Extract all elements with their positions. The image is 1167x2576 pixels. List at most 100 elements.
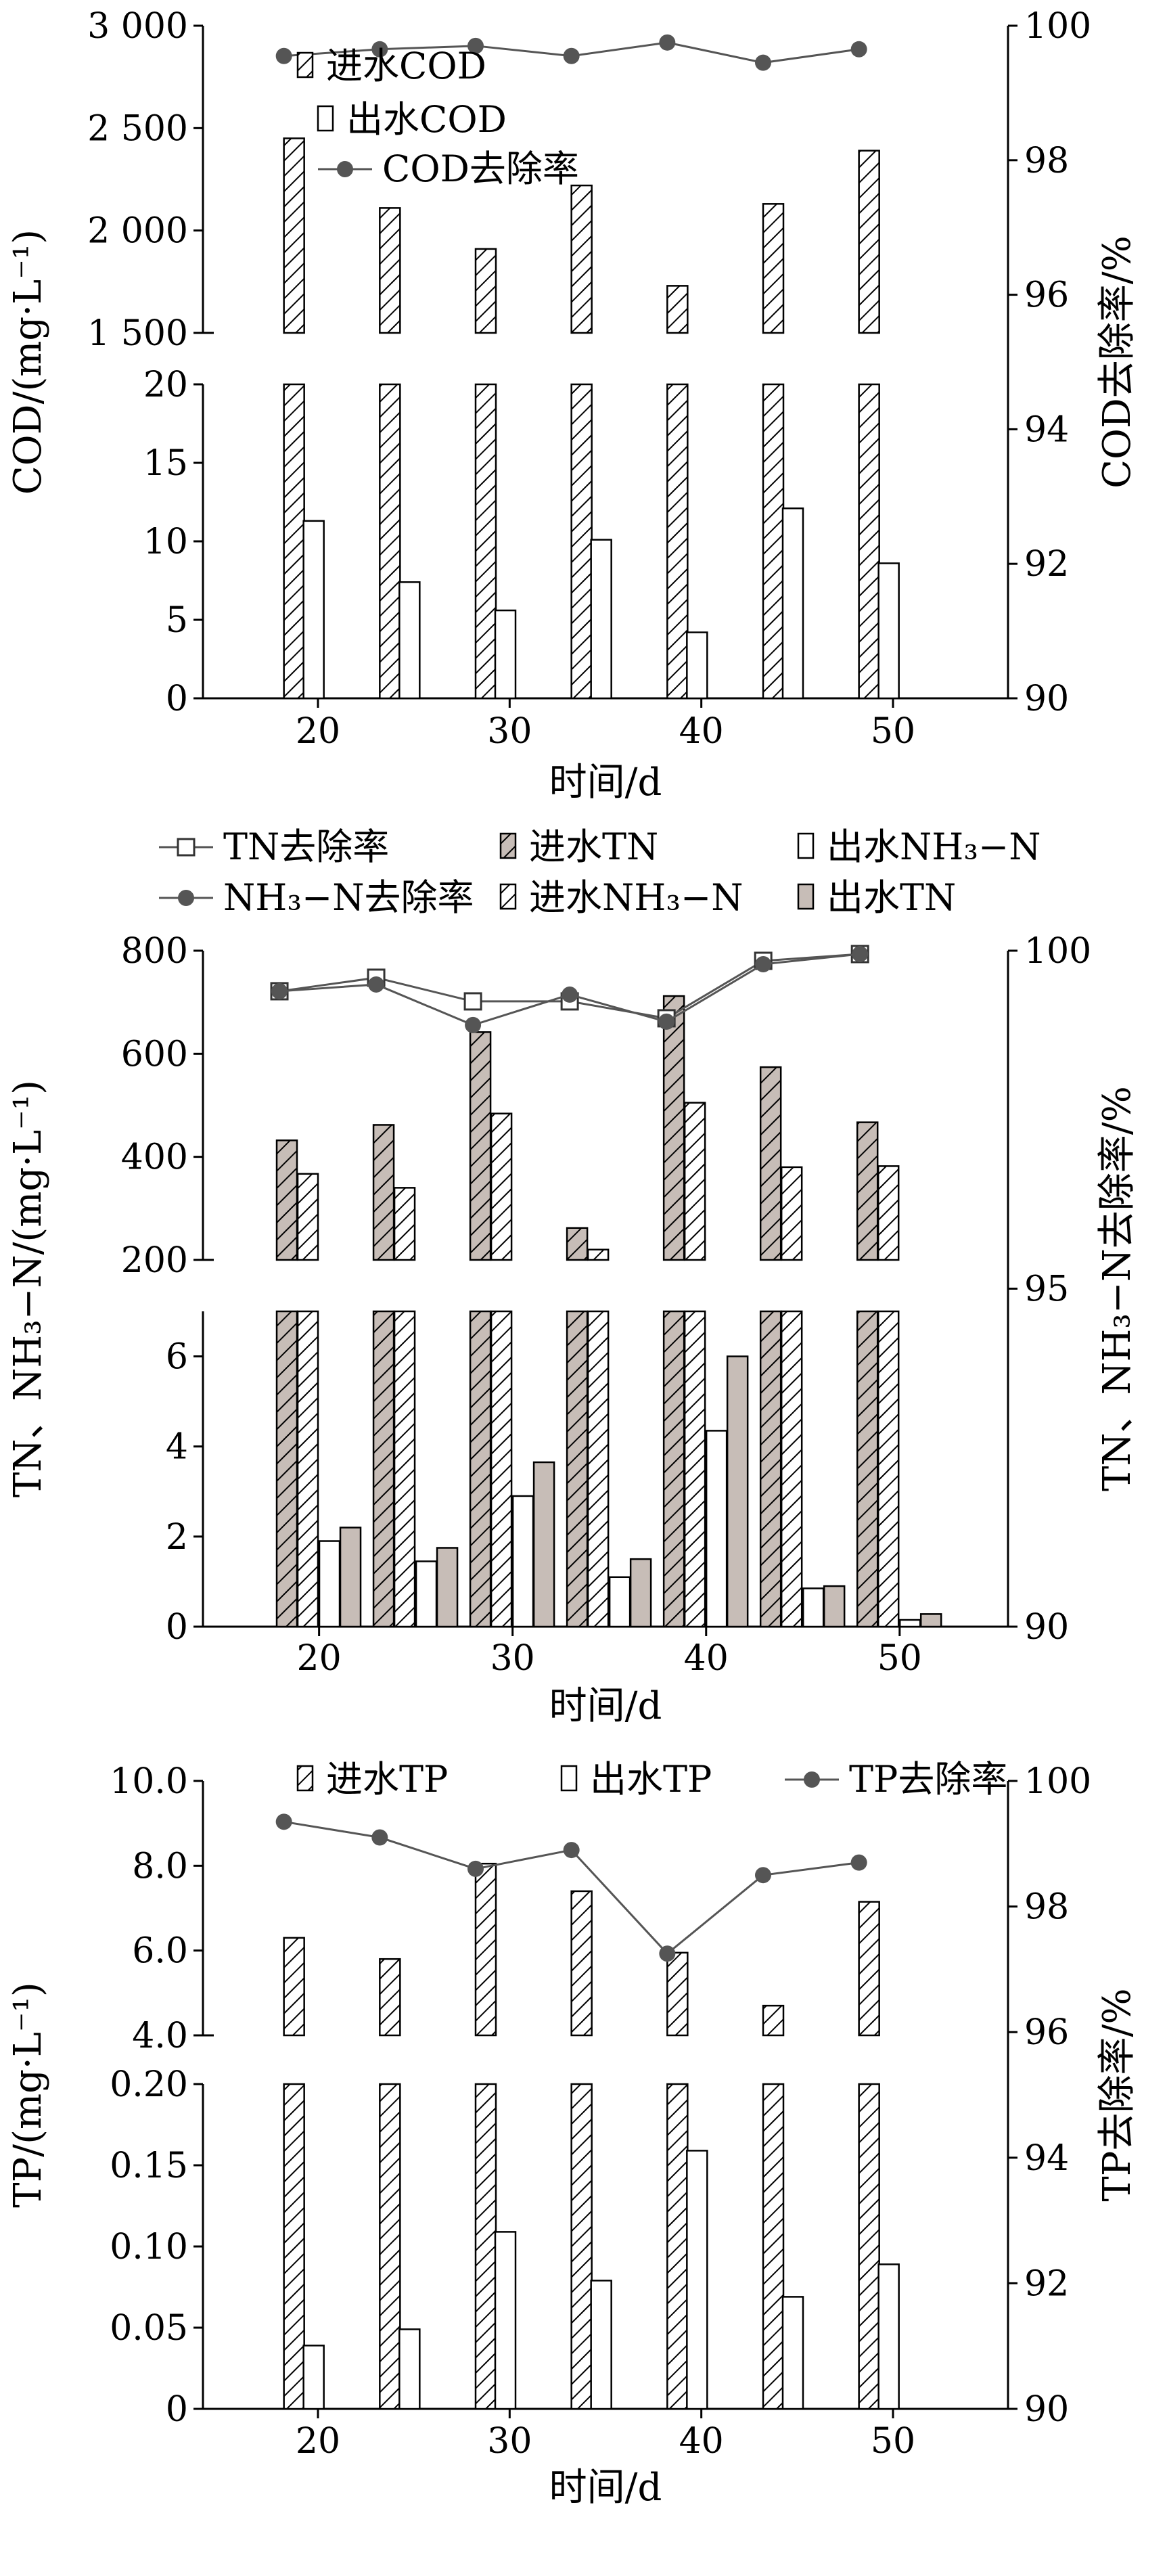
bar: [532, 1461, 555, 1628]
bar: [318, 1540, 341, 1628]
bar: [877, 1310, 900, 1628]
y2-tick-label: 100: [1024, 1761, 1091, 1802]
x-tick-label: 40: [679, 711, 724, 752]
y2-tick-label: 95: [1024, 1269, 1069, 1310]
y-tick-label: 4: [166, 1427, 188, 1468]
bar: [379, 1958, 401, 2037]
legend-swatch: [317, 105, 334, 132]
x-tick-label: 50: [871, 711, 915, 752]
y-tick-label: 0.20: [110, 2064, 188, 2105]
line-point: [271, 982, 288, 999]
bar: [296, 1173, 319, 1261]
y-tick-label: 3 000: [87, 6, 188, 47]
x-tick-label: 30: [490, 1638, 535, 1679]
bar: [686, 2150, 708, 2410]
y-tick-label: 0.10: [110, 2227, 188, 2267]
x-tick-label: 50: [877, 1638, 922, 1679]
bar: [372, 1124, 395, 1261]
chart-panel-1: 1 500 2 000 2 500 3 000 0 5 10 15 20 90 92 94 96 98 10…: [6, 6, 1139, 805]
bar: [780, 1310, 803, 1628]
chart-panel-3: 4.0 6.0 8.0 10.0 0 0.05 0.10 0.15 0.20 90 92 94 96 98…: [6, 1758, 1139, 2510]
y-tick-label: 400: [121, 1137, 188, 1178]
bar: [474, 383, 497, 700]
line-point: [658, 1013, 675, 1030]
y-tick-label: 5: [166, 600, 188, 641]
bar: [379, 2083, 401, 2410]
legend-label: 进水COD: [326, 45, 486, 87]
bar: [566, 1227, 589, 1261]
y-tick-label: 6.0: [132, 1931, 188, 1972]
line-point: [368, 976, 385, 993]
bar: [379, 383, 401, 700]
legend-marker: [804, 1771, 820, 1788]
bar: [858, 2083, 880, 2410]
y2-tick-label: 96: [1024, 2012, 1069, 2053]
line-point: [275, 47, 292, 64]
x-axis-label: 时间/d: [549, 2466, 662, 2510]
bar: [283, 137, 305, 334]
bar: [877, 2263, 900, 2410]
bar: [302, 2345, 325, 2410]
y-tick-label: 2 000: [87, 211, 188, 252]
y-axis-label: TP/(mg·L⁻¹): [6, 1982, 50, 2208]
bar: [759, 1066, 782, 1261]
legend-label: 出水COD: [346, 98, 507, 141]
bar: [781, 2296, 804, 2410]
legend-label: 进水NH₃−N: [529, 876, 743, 919]
y2-tick-label: 98: [1024, 1887, 1069, 1928]
y2-tick-label: 92: [1024, 544, 1069, 585]
bar: [666, 285, 689, 334]
bar: [372, 1310, 395, 1628]
legend-label: 进水TP: [326, 1758, 448, 1801]
legend-label: TN去除率: [223, 826, 389, 868]
line-point: [467, 1860, 484, 1877]
y-tick-label: 10.0: [110, 1761, 188, 1802]
bar: [666, 2083, 689, 2410]
y-tick-label: 10: [143, 522, 188, 562]
bar: [490, 1310, 513, 1628]
y2-axis-label: COD去除率/%: [1095, 235, 1139, 489]
line-point: [562, 986, 578, 1003]
legend-label: 出水NH₃−N: [827, 826, 1041, 868]
bar: [469, 1310, 492, 1628]
bar: [683, 1310, 706, 1628]
y2-tick-label: 98: [1024, 141, 1069, 181]
bar: [662, 1310, 685, 1628]
y-axis-label: TN、NH₃−N/(mg·L⁻¹): [6, 1080, 50, 1497]
y2-tick-label: 90: [1024, 2389, 1069, 2430]
y2-tick-label: 92: [1024, 2263, 1069, 2304]
y2-tick-label: 100: [1024, 6, 1091, 47]
y2-axis-label: TP去除率/%: [1095, 1988, 1139, 2201]
y-tick-label: 4.0: [132, 2016, 188, 2056]
y2-axis-label: TN、NH₃−N去除率/%: [1095, 1086, 1139, 1491]
bar: [570, 2083, 593, 2410]
bar: [686, 631, 708, 700]
bar: [608, 1576, 631, 1628]
bar: [393, 1310, 416, 1628]
bar: [398, 581, 421, 700]
y-tick-label: 0: [166, 679, 188, 719]
bar: [683, 1102, 706, 1261]
bar: [587, 1248, 610, 1261]
y-tick-label: 8.0: [132, 1846, 188, 1886]
line-point: [563, 1842, 580, 1859]
bar: [570, 1890, 593, 2037]
y2-tick-label: 96: [1024, 275, 1069, 316]
x-tick-label: 40: [684, 1638, 729, 1679]
bar: [474, 1862, 497, 2037]
bar: [393, 1187, 416, 1261]
legend-label: 出水TP: [590, 1758, 712, 1801]
bar: [570, 184, 593, 334]
legend-marker: [178, 890, 194, 906]
legend-swatch: [797, 883, 815, 910]
bar: [570, 383, 593, 700]
legend-swatch: [797, 832, 815, 859]
line-point: [467, 37, 484, 54]
x-tick-label: 20: [297, 1638, 342, 1679]
line-point: [465, 1016, 482, 1033]
legend-label: 出水TN: [827, 876, 956, 919]
legend-swatch: [296, 1765, 314, 1792]
legend-label: TP去除率: [849, 1758, 1007, 1801]
legend-marker: [337, 161, 353, 177]
